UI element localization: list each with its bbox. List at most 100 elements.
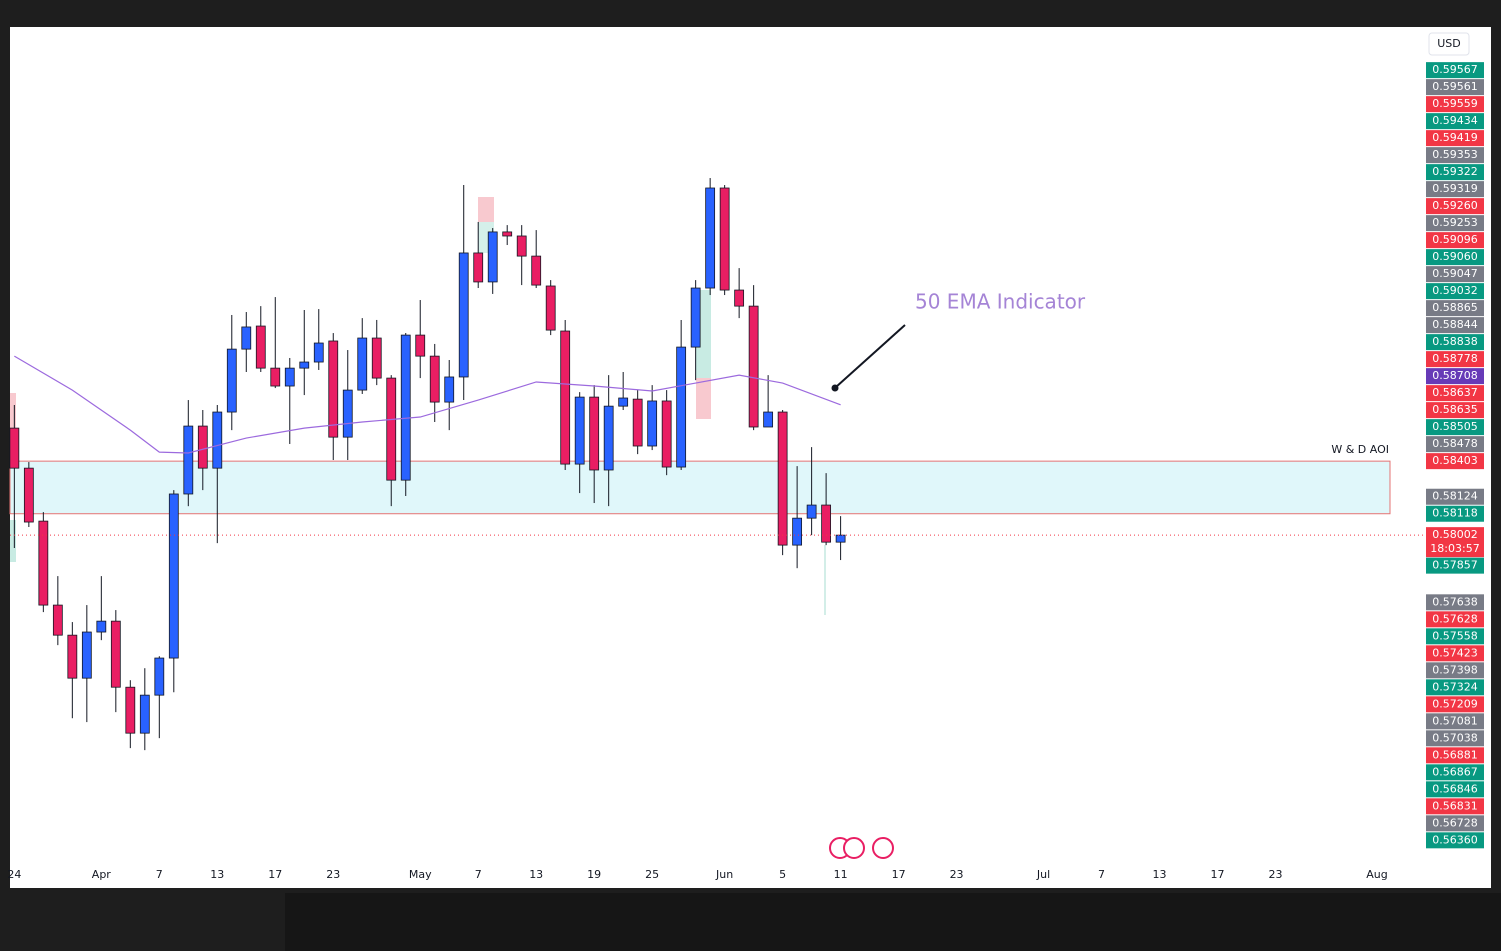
price-label-box xyxy=(1426,300,1484,317)
event-icon[interactable] xyxy=(872,837,894,859)
candle-body xyxy=(125,686,136,734)
candle-body xyxy=(313,342,324,363)
event-icon[interactable] xyxy=(843,837,865,859)
candle-body xyxy=(821,504,832,543)
price-label-box xyxy=(1426,436,1484,453)
price-label: 0.57398 xyxy=(1432,663,1478,676)
candle-body xyxy=(52,604,63,636)
price-label: 0.58403 xyxy=(1432,454,1478,467)
candle-body xyxy=(502,231,513,237)
price-label-box xyxy=(1426,815,1484,832)
candle-body xyxy=(792,517,803,546)
price-label-box xyxy=(1426,798,1484,815)
candle-body xyxy=(835,534,846,543)
price-label: 0.59561 xyxy=(1432,80,1478,93)
x-tick-label: 17 xyxy=(268,868,282,881)
price-label-layer: 0.59567 0.59561 0.59559 0.59434 0.59419 0.593… xyxy=(1426,62,1484,849)
price-label: 0.59559 xyxy=(1432,97,1478,110)
candle-body xyxy=(487,231,498,283)
price-label-box xyxy=(1426,113,1484,130)
price-label: 0.56831 xyxy=(1432,799,1478,812)
candle-body xyxy=(212,411,223,469)
price-label: 0.58844 xyxy=(1432,318,1478,331)
candle-body xyxy=(777,411,788,546)
currency-box[interactable] xyxy=(1428,32,1470,56)
price-label: 0.59047 xyxy=(1432,267,1478,280)
price-label: 0.57081 xyxy=(1432,714,1478,727)
candle-body xyxy=(690,287,701,348)
price-label-box xyxy=(1426,147,1484,164)
x-tick-label: 7 xyxy=(1098,868,1105,881)
price-label-box xyxy=(1426,419,1484,436)
price-label-box xyxy=(1426,266,1484,283)
arrow-line xyxy=(835,324,906,388)
x-tick-label: 17 xyxy=(1211,868,1225,881)
price-label: 0.57857 xyxy=(1432,559,1478,572)
annotation-arrow xyxy=(831,324,906,392)
price-label-box xyxy=(1426,62,1484,79)
price-label: 0.59419 xyxy=(1432,131,1478,144)
price-label-box xyxy=(1426,232,1484,249)
x-tick-label: 19 xyxy=(587,868,601,881)
price-label: 0.57324 xyxy=(1432,680,1478,693)
x-tick-label: Apr xyxy=(92,868,112,881)
candle-body xyxy=(284,367,295,387)
price-label: 0.57423 xyxy=(1432,646,1478,659)
candle-body xyxy=(154,657,165,696)
currency: USD xyxy=(1437,37,1461,50)
price-label-box xyxy=(1426,215,1484,232)
price-label-box xyxy=(1426,696,1484,713)
candle-body xyxy=(81,631,92,679)
price-label-box xyxy=(1426,283,1484,300)
candle-body xyxy=(473,252,484,283)
candle-body xyxy=(38,520,49,606)
price-label: 0.56867 xyxy=(1432,765,1478,778)
price-label-box xyxy=(1426,96,1484,113)
candle-body xyxy=(357,337,368,391)
candle-body xyxy=(516,235,527,257)
price-label: 0.59096 xyxy=(1432,233,1478,246)
candle-layer xyxy=(9,178,1426,751)
candle-body xyxy=(574,396,585,465)
candle-body xyxy=(560,330,571,465)
candle-body xyxy=(734,289,745,307)
annotation: 50 EMA Indicator xyxy=(915,290,1086,314)
price-label: 0.58002 xyxy=(1432,528,1478,541)
x-tick-label: Jul xyxy=(1036,868,1050,881)
price-label-box xyxy=(1426,832,1484,849)
price-label-box xyxy=(1426,679,1484,696)
price-label: 0.56846 xyxy=(1432,782,1478,795)
price-label-box xyxy=(1426,611,1484,628)
x-tick-label: 23 xyxy=(326,868,340,881)
x-tick-label: 24 xyxy=(7,868,21,881)
candle-body xyxy=(386,377,397,481)
price-label-box xyxy=(1426,402,1484,419)
price-label: 0.58838 xyxy=(1432,335,1478,348)
risk-box xyxy=(478,197,494,222)
axis-layer: 24 Apr 7 13 17 23 May 7 13 19 25 Jun 5 11 17 23 Jul 7 13 17… xyxy=(7,868,1387,881)
x-tick-label: 23 xyxy=(950,868,964,881)
price-label-box xyxy=(1426,385,1484,402)
price-label: 0.58778 xyxy=(1432,352,1478,365)
candle-body xyxy=(444,376,455,403)
candle-body xyxy=(9,427,20,469)
price-label: 0.58708 xyxy=(1432,369,1478,382)
price-label: 0.56881 xyxy=(1432,748,1478,761)
arrow-dot xyxy=(831,384,839,392)
candle-body xyxy=(183,425,194,495)
price-label: 0.57628 xyxy=(1432,612,1478,625)
price-label-box xyxy=(1426,164,1484,181)
candle-body xyxy=(67,634,78,679)
candle-body xyxy=(748,305,759,428)
candle-body xyxy=(400,334,411,481)
chart-panel xyxy=(10,27,1491,888)
candle-body xyxy=(342,389,353,438)
price-label-box xyxy=(1426,645,1484,662)
x-tick-label: 7 xyxy=(156,868,163,881)
x-tick-label: 13 xyxy=(529,868,543,881)
risk-box xyxy=(10,393,16,428)
candle-body xyxy=(806,504,817,519)
candle-body xyxy=(531,255,542,286)
x-tick-label: May xyxy=(409,868,432,881)
